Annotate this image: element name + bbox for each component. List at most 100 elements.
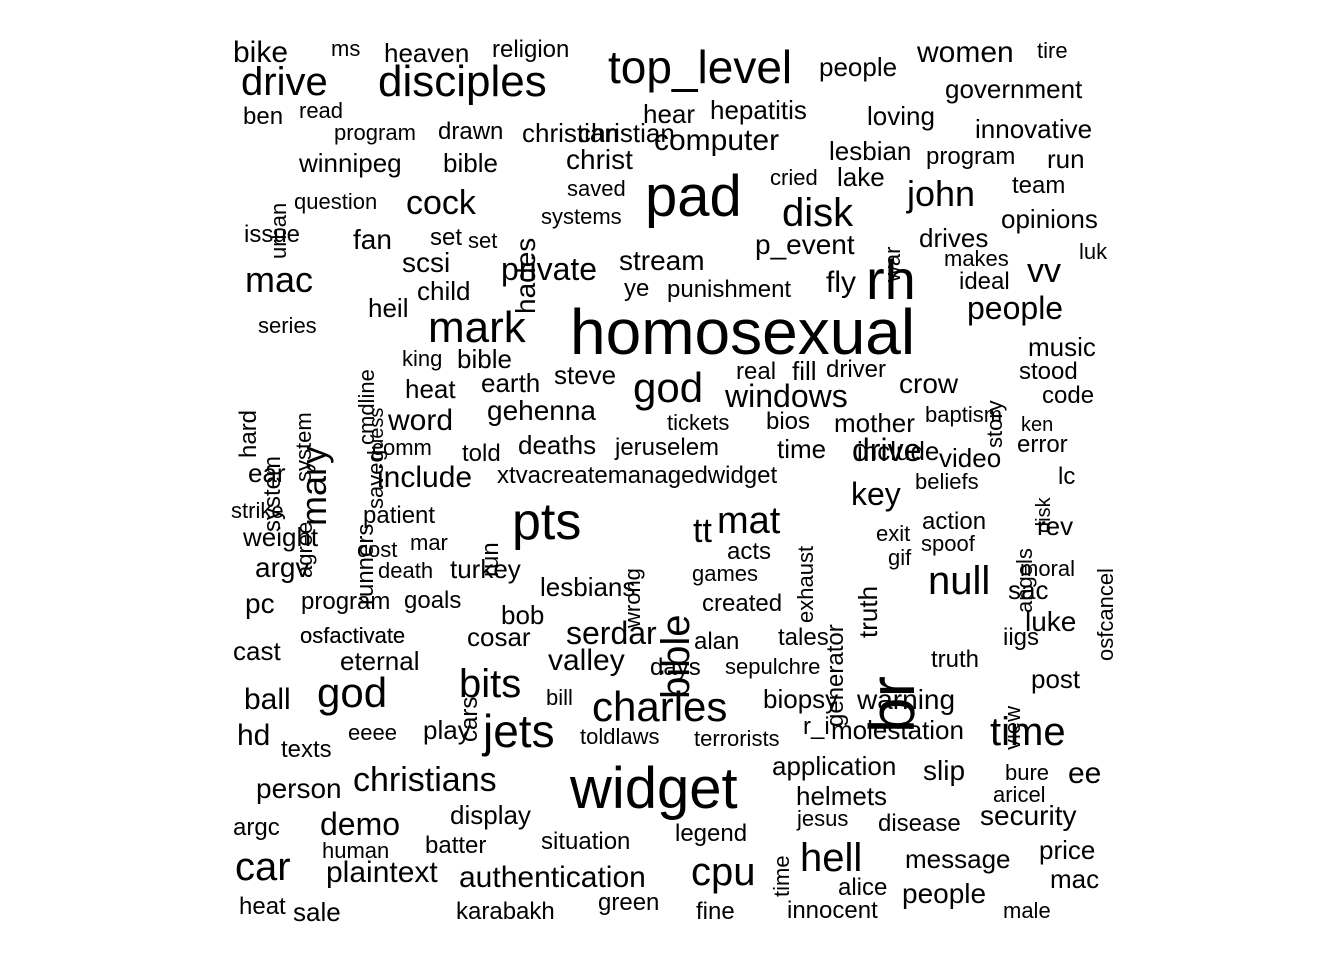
word-181: spoof [921,531,975,556]
word-172: alice [838,874,888,901]
word-159: comm [372,435,432,460]
word-129: told [462,440,501,467]
word-21: mat [717,500,781,542]
word-55: scsi [402,247,451,278]
word-207: cost [357,537,398,562]
word-156: king [402,346,443,371]
word-163: cmdline [354,369,379,445]
word-112: drawn [438,118,504,145]
word-6: jets [483,705,555,757]
word-189: makes [944,246,1009,271]
word-95: run [1047,144,1085,174]
word-46: people [819,52,898,82]
word-42: gehenna [487,395,597,426]
word-152: question [294,189,378,214]
word-103: bible [443,148,498,178]
word-99: video [939,443,1002,473]
word-122: hd [237,719,271,752]
word-44: security [980,800,1077,831]
word-216: jesus [797,806,849,831]
word-39: stream [619,245,705,276]
word-194: disk [1033,497,1055,533]
word-149: set [468,228,498,253]
word-76: lc [1058,463,1076,490]
word-193: error [1017,431,1068,458]
word-183: truth [931,646,980,673]
word-38: plaintext [326,856,438,889]
word-23: john [907,173,976,214]
word-196: osfcancel [1093,568,1118,661]
word-9: god [633,364,704,411]
word-66: lake [837,162,885,192]
word-200: program [301,588,391,615]
word-84: people [902,878,987,909]
word-219: osfactivate [300,623,406,648]
word-161: hard [235,409,262,458]
word-80: heaven [384,38,470,68]
word-109: heat [405,374,456,404]
word-209: osfactivate [300,623,406,648]
word-60: mac [1050,864,1100,894]
word-68: eternal [340,646,420,676]
word-210: sepulchre [725,654,821,679]
word-188: cried [770,165,818,190]
word-34: demo [320,806,401,842]
word-72: bob [501,600,545,630]
word-217: disease [878,810,961,837]
word-190: luk [1079,239,1108,264]
word-36: drive [852,432,922,468]
word-96: drives [919,223,989,253]
word-185: generator [822,624,849,727]
word-120: goals [404,587,462,614]
word-107: weight [243,522,319,552]
word-74: biopsy [763,684,839,714]
word-199: program [334,120,416,145]
word-106: heil [368,293,409,323]
word-85: molestation [831,715,964,745]
word-5: pts [512,493,582,551]
word-166: argc [233,814,280,841]
word-48: winnipeg [299,148,402,178]
word-198: baptism [925,402,1003,427]
word-37: authentication [459,861,646,894]
word-180: exit [876,521,911,546]
word-128: religion [492,36,570,63]
word-4: rh [866,248,916,311]
word-176: moral [1020,556,1076,581]
word-186: truth [853,585,883,638]
word-54: hades [510,237,541,314]
word-7: top_level [608,41,793,93]
word-121: pc [245,588,275,619]
word-108: cast [233,636,281,666]
word-213: r_i [803,713,830,740]
word-61: p_event [755,229,855,260]
word-59: ball [244,683,291,716]
word-146: bios [766,408,811,435]
word-91: time [777,434,827,464]
word-16: hell [800,836,863,880]
word-150: systems [541,204,622,229]
word-116: mother [834,408,915,438]
word-211: toldlaws [580,724,660,749]
word-10: charles [592,683,728,730]
word-118: include [857,436,940,466]
word-173: male [1003,898,1051,923]
word-52: crow [899,368,959,399]
word-15: bits [459,662,522,706]
word-53: christ [566,144,633,175]
word-63: steve [554,360,617,390]
word-218: time [769,855,794,897]
word-32: people [967,290,1064,326]
word-86: ee [1068,757,1102,790]
word-126: ms [331,36,361,61]
word-170: fine [696,898,735,925]
word-82: luke [1025,606,1077,637]
word-175: bure [1005,760,1050,785]
word-18: time [990,710,1066,754]
word-138: situation [541,828,631,855]
word-83: turkey [450,554,521,584]
word-30: windows [725,378,848,414]
word-202: punishment [667,276,792,303]
word-204: wrong [620,568,645,628]
word-57: fan [353,224,392,255]
